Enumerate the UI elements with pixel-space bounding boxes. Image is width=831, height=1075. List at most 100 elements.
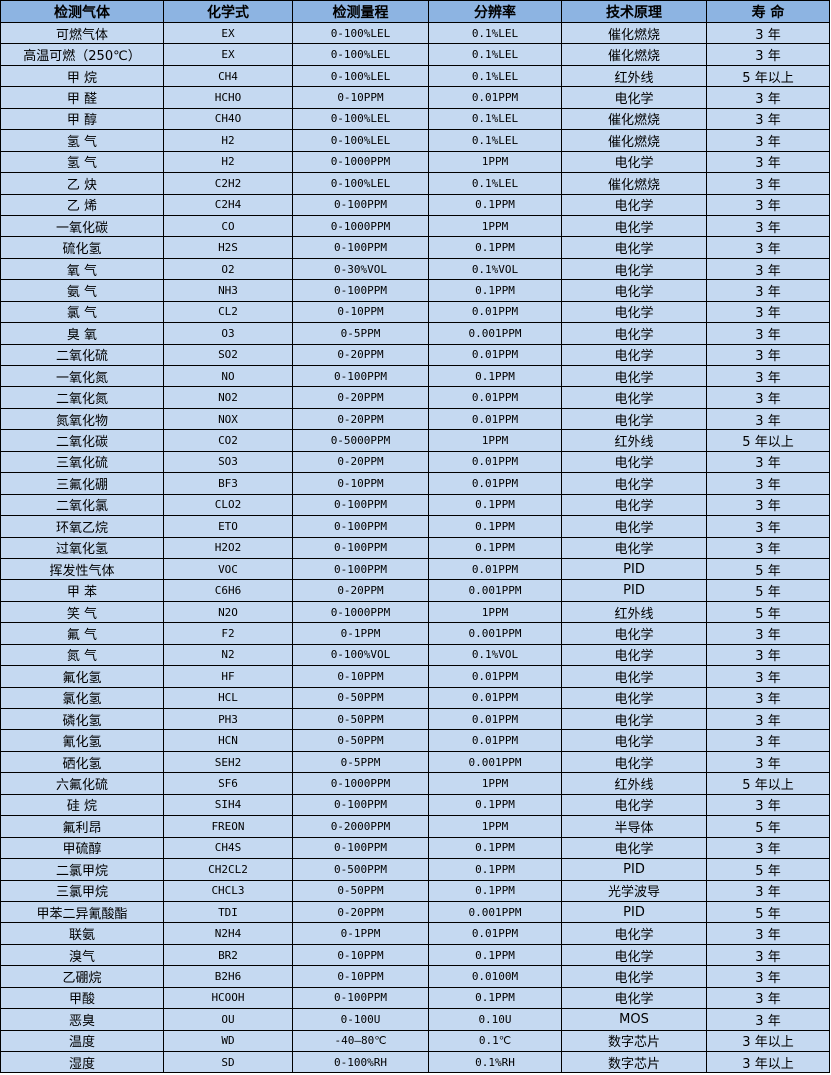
cell-gas: 温度: [0, 1029, 164, 1053]
cell-resolution: 0.01PPM: [428, 707, 562, 731]
cell-lifespan: 3 年: [706, 707, 830, 731]
cell-range: 0-100%LEL: [292, 21, 429, 45]
cell-range: 0-100PPM: [292, 536, 429, 559]
cell-principle: 电化学: [561, 836, 707, 860]
table-row: 氢 气 H2 0-100%LEL 0.1%LEL 催化燃烧 3 年: [0, 129, 830, 152]
table-row: 湿度 SD 0-100%RH 0.1%RH 数字芯片 3 年以上: [0, 1050, 830, 1074]
cell-principle: 催化燃烧: [561, 107, 707, 131]
cell-formula: H2S: [163, 236, 293, 259]
cell-formula: CH4O: [163, 107, 293, 131]
cell-formula: FREON: [163, 815, 293, 838]
cell-principle: PID: [561, 858, 707, 881]
cell-gas: 乙 烯: [0, 193, 164, 216]
cell-gas: 臭 氧: [0, 322, 164, 345]
cell-gas: 硅 烷: [0, 793, 164, 817]
cell-principle: 电化学: [561, 793, 707, 817]
cell-formula: CH4: [163, 64, 293, 88]
table-row: 一氧化氮 NO 0-100PPM 0.1PPM 电化学 3 年: [0, 364, 830, 388]
cell-gas: 乙硼烷: [0, 965, 164, 988]
cell-gas: 氯化氢: [0, 686, 164, 710]
cell-principle: 电化学: [561, 214, 707, 238]
cell-resolution: 0.01PPM: [428, 729, 562, 752]
cell-formula: PH3: [163, 707, 293, 731]
cell-range: 0-20PPM: [292, 450, 429, 474]
cell-resolution: 0.01PPM: [428, 386, 562, 409]
cell-gas: 氢 气: [0, 150, 164, 174]
cell-resolution: 1PPM: [428, 214, 562, 238]
table-row: 高温可燃（250℃） EX 0-100%LEL 0.1%LEL 催化燃烧 3 年: [0, 43, 830, 66]
cell-resolution: 0.01PPM: [428, 557, 562, 581]
cell-range: -40—80℃: [292, 1029, 429, 1053]
cell-principle: 电化学: [561, 536, 707, 559]
cell-formula: CL2: [163, 300, 293, 324]
header-formula: 化学式: [163, 0, 293, 23]
cell-principle: 电化学: [561, 193, 707, 216]
table-row: 氯化氢 HCL 0-50PPM 0.01PPM 电化学 3 年: [0, 686, 830, 710]
cell-lifespan: 3 年: [706, 386, 830, 409]
cell-formula: EX: [163, 21, 293, 45]
header-principle: 技术原理: [561, 0, 707, 23]
cell-principle: 红外线: [561, 600, 707, 624]
cell-gas: 乙 炔: [0, 172, 164, 195]
cell-lifespan: 3 年: [706, 643, 830, 667]
cell-resolution: 0.1%LEL: [428, 107, 562, 131]
table-row: 环氧乙烷 ETO 0-100PPM 0.1PPM 电化学 3 年: [0, 515, 830, 538]
cell-formula: BR2: [163, 943, 293, 967]
cell-lifespan: 3 年: [706, 686, 830, 710]
cell-gas: 二氧化硫: [0, 343, 164, 367]
cell-range: 0-30%VOL: [292, 257, 429, 281]
cell-lifespan: 3 年: [706, 536, 830, 559]
cell-range: 0-5PPM: [292, 322, 429, 345]
cell-gas: 二氧化碳: [0, 429, 164, 452]
cell-lifespan: 5 年以上: [706, 64, 830, 88]
cell-gas: 二氯甲烷: [0, 858, 164, 881]
cell-gas: 硫化氢: [0, 236, 164, 259]
cell-range: 0-100%VOL: [292, 643, 429, 667]
cell-formula: EX: [163, 43, 293, 66]
cell-principle: 电化学: [561, 686, 707, 710]
cell-resolution: 0.01PPM: [428, 407, 562, 431]
cell-resolution: 0.001PPM: [428, 622, 562, 645]
cell-resolution: 0.1PPM: [428, 836, 562, 860]
cell-gas: 甲 烷: [0, 64, 164, 88]
cell-formula: NOX: [163, 407, 293, 431]
table-row: 氮氧化物 NOX 0-20PPM 0.01PPM 电化学 3 年: [0, 407, 830, 431]
cell-resolution: 0.1PPM: [428, 493, 562, 517]
cell-lifespan: 3 年: [706, 836, 830, 860]
cell-lifespan: 3 年: [706, 21, 830, 45]
cell-principle: PID: [561, 900, 707, 924]
cell-lifespan: 3 年: [706, 236, 830, 259]
table-row: 可燃气体 EX 0-100%LEL 0.1%LEL 催化燃烧 3 年: [0, 21, 830, 45]
cell-range: 0-100PPM: [292, 493, 429, 517]
cell-range: 0-100PPM: [292, 279, 429, 302]
table-row: 笑 气 N2O 0-1000PPM 1PPM 红外线 5 年: [0, 600, 830, 624]
cell-principle: 半导体: [561, 815, 707, 838]
table-row: 乙硼烷 B2H6 0-10PPM 0.0100M 电化学 3 年: [0, 965, 830, 988]
table-row: 甲硫醇 CH4S 0-100PPM 0.1PPM 电化学 3 年: [0, 836, 830, 860]
cell-lifespan: 5 年: [706, 815, 830, 838]
cell-principle: 电化学: [561, 386, 707, 409]
cell-range: 0-50PPM: [292, 879, 429, 902]
cell-lifespan: 3 年: [706, 622, 830, 645]
table-row: 氰化氢 HCN 0-50PPM 0.01PPM 电化学 3 年: [0, 729, 830, 752]
cell-lifespan: 3 年: [706, 943, 830, 967]
cell-range: 0-20PPM: [292, 579, 429, 602]
cell-lifespan: 5 年: [706, 579, 830, 602]
cell-principle: 催化燃烧: [561, 21, 707, 45]
cell-resolution: 0.1PPM: [428, 193, 562, 216]
cell-gas: 氮氧化物: [0, 407, 164, 431]
cell-formula: CLO2: [163, 493, 293, 517]
table-row: 甲苯二异氰酸酯 TDI 0-20PPM 0.001PPM PID 5 年: [0, 900, 830, 924]
cell-resolution: 0.1PPM: [428, 858, 562, 881]
cell-range: 0-100PPM: [292, 986, 429, 1010]
cell-formula: HCN: [163, 729, 293, 752]
cell-gas: 湿度: [0, 1050, 164, 1074]
cell-principle: 电化学: [561, 665, 707, 688]
cell-resolution: 0.1%VOL: [428, 257, 562, 281]
cell-gas: 氟化氢: [0, 665, 164, 688]
cell-formula: CO2: [163, 429, 293, 452]
cell-range: 0-100%LEL: [292, 43, 429, 66]
cell-gas: 一氧化碳: [0, 214, 164, 238]
cell-formula: NO: [163, 364, 293, 388]
